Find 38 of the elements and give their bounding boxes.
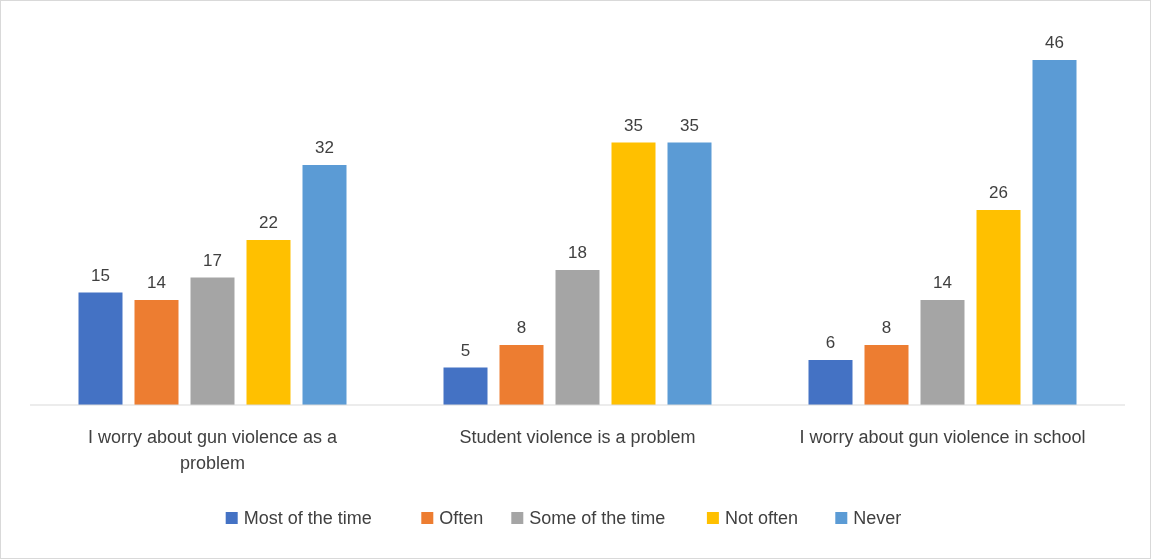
bar	[190, 277, 235, 405]
legend-label: Never	[853, 508, 902, 528]
data-label: 46	[1045, 33, 1064, 52]
bar	[864, 345, 909, 405]
data-label: 14	[147, 273, 166, 292]
bar	[920, 300, 965, 405]
data-label: 14	[933, 273, 952, 292]
bar	[78, 292, 123, 405]
x-tick-label: I worry about gun violence in school	[799, 427, 1086, 447]
bar	[976, 210, 1021, 405]
data-label: 15	[91, 265, 110, 285]
data-label: 32	[315, 138, 334, 157]
bar	[443, 367, 488, 405]
bar	[1032, 60, 1077, 405]
x-tick-label: Student violence is a problem	[459, 427, 696, 447]
data-label: 17	[203, 250, 222, 270]
x-tick-label: I worry about gun violence as a problem	[87, 427, 339, 473]
legend-label: Most of the time	[243, 508, 372, 528]
data-label: 35	[680, 115, 699, 135]
data-label: 26	[989, 183, 1008, 202]
data-label: 8	[516, 318, 527, 337]
bar	[555, 270, 600, 405]
data-label: 8	[881, 318, 892, 337]
data-label: 35	[624, 115, 643, 135]
data-label: 22	[259, 213, 278, 232]
bar	[246, 240, 291, 405]
data-label: 5	[460, 340, 471, 360]
bar	[499, 345, 544, 405]
bar	[302, 165, 347, 405]
bar	[808, 360, 853, 405]
legend-label: Often	[439, 508, 484, 528]
data-label: 18	[568, 243, 587, 262]
data-label: 6	[825, 333, 836, 352]
legend-label: Not often	[724, 508, 798, 528]
bar	[667, 142, 712, 405]
bar	[134, 300, 179, 405]
legend-label: Some of the time	[529, 508, 666, 528]
bar	[611, 142, 656, 405]
